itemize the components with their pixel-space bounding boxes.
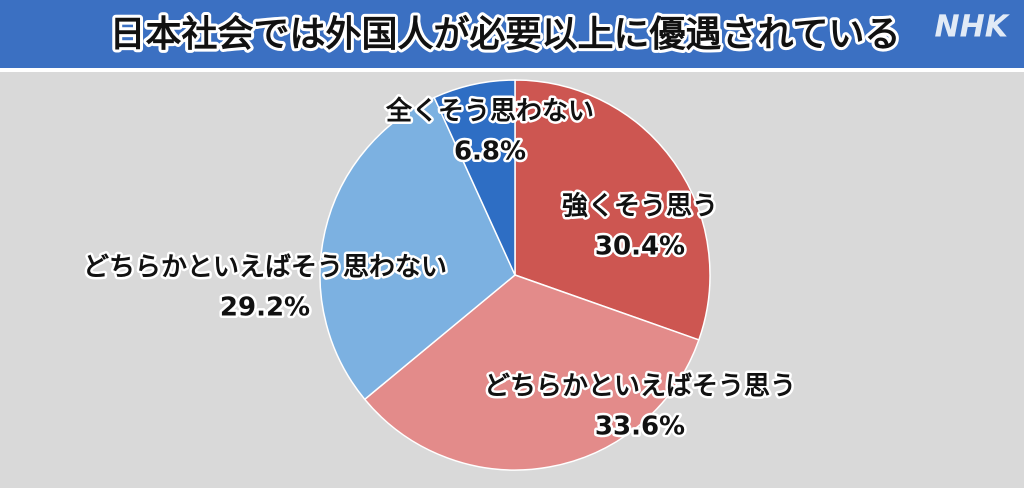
logo: NHK [935, 10, 1011, 45]
value-label: 29.2% [220, 293, 310, 323]
title-bar-stripe [0, 68, 1024, 72]
slice-label: 強くそう思う [562, 192, 718, 222]
pie-slice [319, 96, 516, 401]
pie-slice [363, 274, 700, 471]
slice-label: 全くそう思わない [385, 96, 594, 127]
value-label: 30.4% [595, 232, 685, 262]
slice-label: どちらかといえばそう思う [484, 372, 796, 402]
title-bar [0, 0, 1024, 68]
pie-slice [433, 79, 516, 276]
slice-label: どちらかといえばそう思わない [83, 253, 447, 283]
pie-slice [514, 79, 711, 341]
value-label: 33.6% [595, 412, 685, 442]
value-label: 6.8% [454, 137, 526, 167]
chart-title: 日本社会では外国人が必要以上に優遇されている [110, 14, 901, 55]
